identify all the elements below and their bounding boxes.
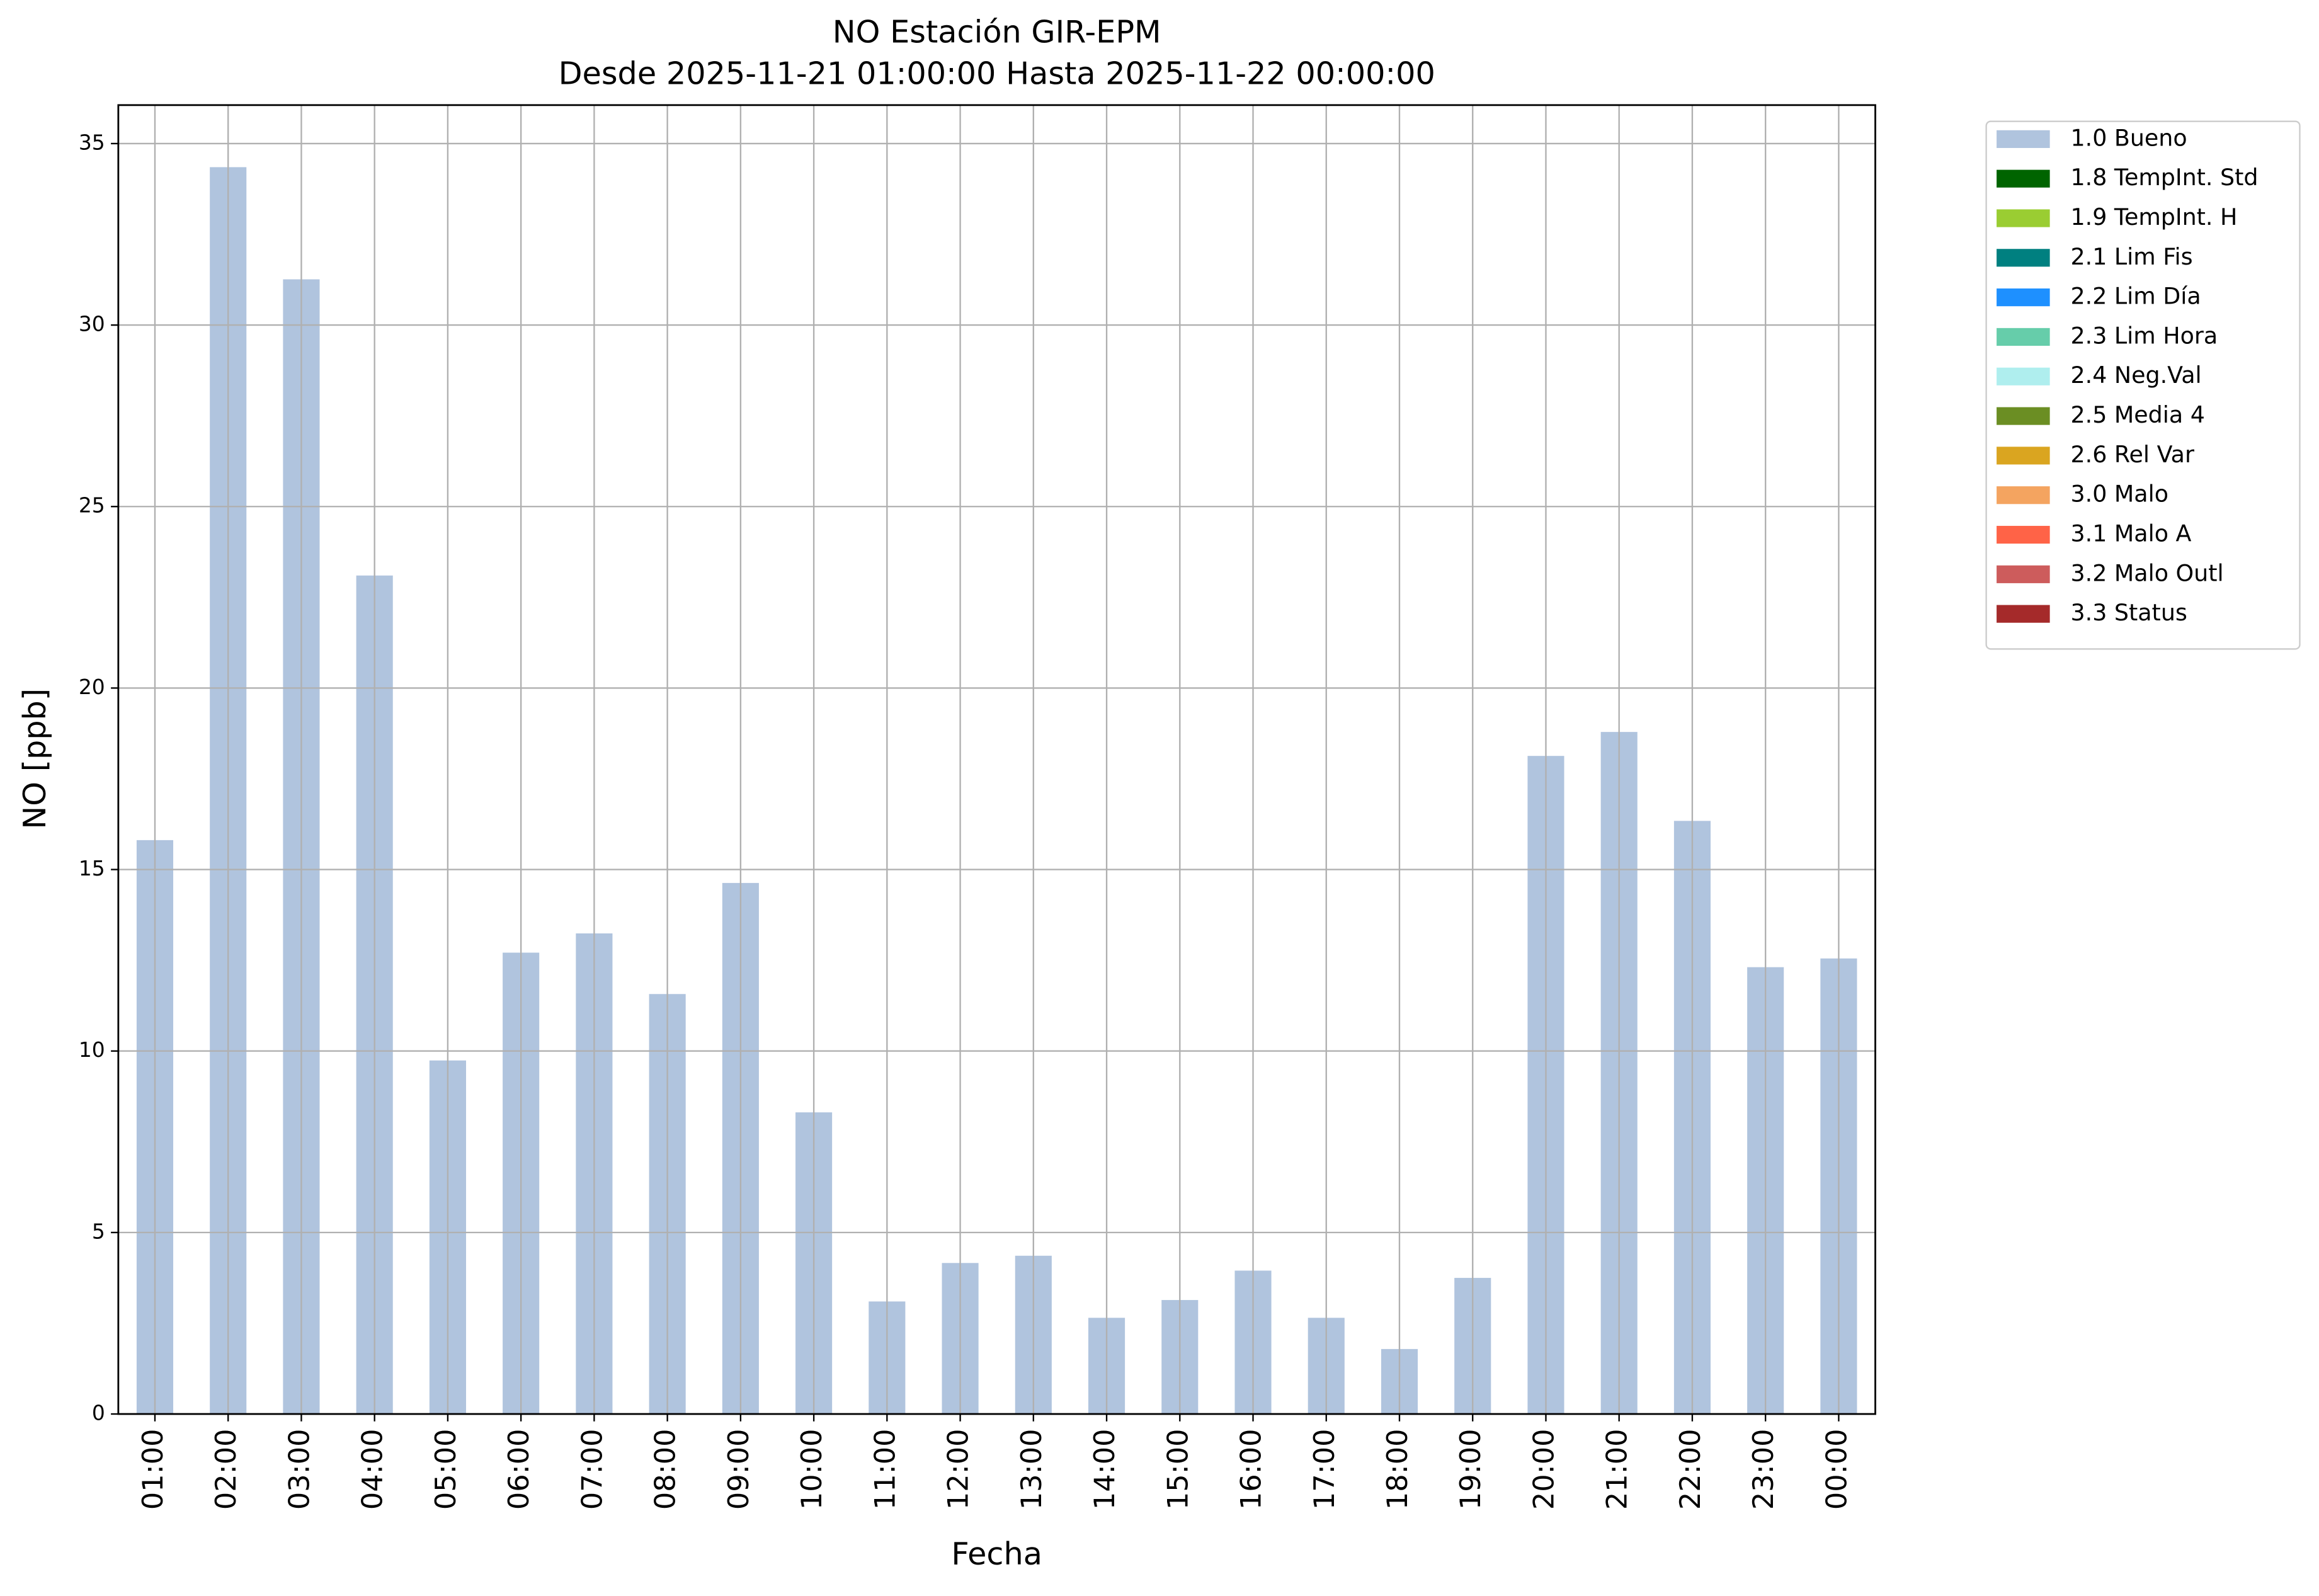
legend-swatch [1997,169,2050,188]
legend-swatch [1997,447,2050,465]
legend-swatch [1997,130,2050,148]
x-tick-label: 20:00 [1527,1429,1560,1510]
x-tick-label: 22:00 [1674,1429,1707,1510]
plot-frame [117,104,1876,1415]
legend-swatch [1997,209,2050,227]
legend-label: 2.3 Lim Hora [2071,322,2218,349]
legend-swatch [1997,525,2050,544]
legend-swatch [1997,367,2050,385]
x-tick-label: 19:00 [1454,1429,1487,1510]
x-tick-label: 17:00 [1308,1429,1341,1510]
legend-label: 2.4 Neg.Val [2071,362,2202,389]
legend-swatch [1997,407,2050,425]
legend-label: 2.6 Rel Var [2071,441,2194,468]
legend-swatch [1997,565,2050,583]
y-axis-label: NO [ppb] [16,688,53,829]
legend-label: 3.3 Status [2071,599,2187,626]
x-tick-label: 05:00 [430,1429,462,1510]
x-tick-label: 03:00 [283,1429,316,1510]
legend-label: 3.1 Malo A [2071,520,2192,547]
legend-label: 3.0 Malo [2071,481,2168,508]
y-tick-label: 30 [79,312,105,336]
x-tick-label: 16:00 [1235,1429,1268,1510]
x-tick-label: 12:00 [942,1429,975,1510]
x-tick-label: 15:00 [1161,1429,1194,1510]
legend-label: 2.5 Media 4 [2071,401,2205,428]
chart-title: NO Estación GIR-EPM [833,14,1161,50]
legend-label: 1.9 TempInt. H [2071,203,2238,231]
x-tick-label: 02:00 [210,1429,242,1510]
x-tick-label: 06:00 [503,1429,535,1510]
legend-swatch [1997,605,2050,623]
x-tick-label: 10:00 [795,1429,828,1510]
y-tick-label: 35 [79,130,105,154]
y-tick-label: 0 [92,1401,105,1425]
legend-label: 2.1 Lim Fis [2071,243,2193,270]
y-tick-label: 20 [79,675,105,699]
legend-label: 1.8 TempInt. Std [2071,164,2259,191]
legend-swatch [1997,288,2050,307]
x-tick-label: 11:00 [869,1429,901,1510]
x-tick-label: 01:00 [137,1429,169,1510]
legend-label: 1.0 Bueno [2071,124,2187,151]
x-tick-label: 13:00 [1015,1429,1048,1510]
y-tick-label: 5 [92,1219,105,1243]
legend-swatch [1997,328,2050,346]
y-tick-label: 10 [79,1037,105,1062]
x-tick-label: 00:00 [1820,1429,1853,1510]
x-tick-label: 21:00 [1601,1429,1634,1510]
x-tick-label: 07:00 [576,1429,608,1510]
x-tick-label: 09:00 [722,1429,755,1510]
legend-swatch [1997,486,2050,504]
legend-swatch [1997,249,2050,267]
legend-label: 3.2 Malo Outl [2071,559,2224,586]
x-tick-label: 08:00 [649,1429,682,1510]
chart-subtitle: Desde 2025-11-21 01:00:00 Hasta 2025-11-… [559,55,1435,91]
x-axis-label: Fecha [951,1536,1042,1572]
x-tick-label: 14:00 [1088,1429,1121,1510]
x-tick-label: 04:00 [356,1429,389,1510]
legend-label: 2.2 Lim Día [2071,283,2201,310]
legend-box [1985,120,2301,650]
x-tick-label: 23:00 [1747,1429,1780,1510]
x-tick-label: 18:00 [1381,1429,1414,1510]
y-tick-label: 15 [79,856,105,881]
y-tick-label: 25 [79,493,105,518]
